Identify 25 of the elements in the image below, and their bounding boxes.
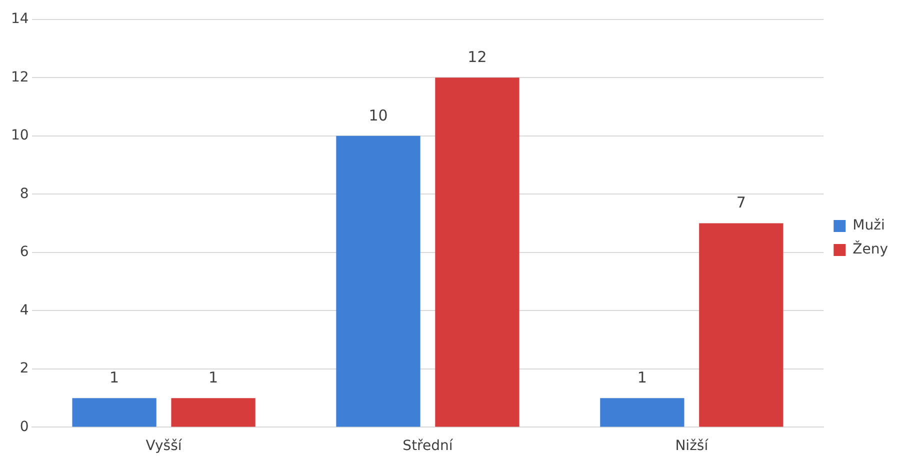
legend-label: Muži (852, 218, 885, 234)
bar (600, 398, 684, 427)
x-tick-label: Vyšší (146, 438, 183, 454)
x-tick-label: Nižší (675, 438, 710, 454)
bar (171, 398, 256, 427)
data-label: 10 (368, 106, 388, 124)
data-label: 12 (468, 48, 487, 66)
legend-label: Ženy (852, 240, 888, 258)
y-tick-label: 8 (20, 186, 29, 202)
y-tick-label: 14 (10, 11, 29, 28)
data-label: 1 (637, 368, 647, 386)
y-tick-label: 4 (20, 302, 29, 318)
data-label: 1 (110, 368, 120, 386)
y-tick-label: 12 (10, 69, 29, 86)
y-tick-label: 10 (10, 128, 29, 144)
y-tick-label: 6 (20, 244, 29, 260)
y-tick-label: 2 (20, 360, 29, 377)
x-tick-label: Střední (402, 438, 454, 454)
data-label: 1 (208, 368, 218, 386)
y-tick-label: 0 (20, 418, 29, 435)
data-label: 7 (736, 194, 746, 212)
bar (435, 78, 520, 427)
bar (336, 136, 420, 427)
bar (72, 398, 156, 427)
bar (699, 223, 784, 427)
